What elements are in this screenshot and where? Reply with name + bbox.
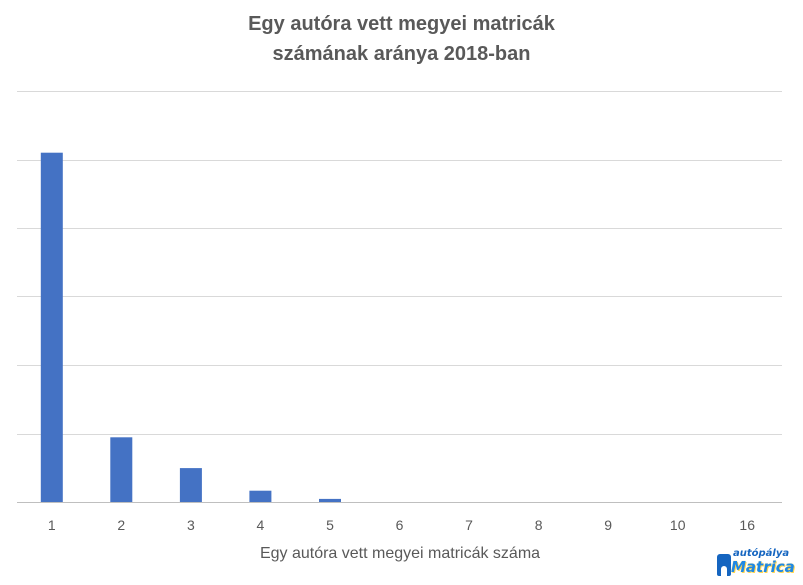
x-tick-label: 9 xyxy=(604,517,612,533)
x-tick-label: 4 xyxy=(257,517,265,533)
bar-5 xyxy=(319,498,341,502)
x-tick-label: 10 xyxy=(670,517,686,533)
x-tick-label: 16 xyxy=(739,517,755,533)
x-tick-label: 5 xyxy=(326,517,334,533)
x-tick-label: 6 xyxy=(396,517,404,533)
bar-1 xyxy=(40,152,63,502)
logo-main-word: Matrica xyxy=(731,558,795,576)
bar-2 xyxy=(110,437,133,502)
bars xyxy=(40,152,341,502)
chart-title-line-1: Egy autóra vett megyei matricák xyxy=(248,13,555,35)
bar-3 xyxy=(179,468,202,502)
autopalya-matrica-logo: autópálya Matrica xyxy=(717,548,795,578)
bar-4 xyxy=(249,490,272,502)
x-tick-label: 8 xyxy=(535,517,543,533)
x-tick-label: 7 xyxy=(465,517,473,533)
logo-top-word: autópálya xyxy=(733,548,790,559)
chart-title-line-2: számának aránya 2018-ban xyxy=(272,43,531,65)
x-axis-label: Egy autóra vett megyei matricák száma xyxy=(260,545,540,562)
x-tick-labels: 1 2 3 4 5 6 7 8 9 10 16 xyxy=(48,517,755,533)
gridlines xyxy=(17,91,782,503)
x-tick-label: 2 xyxy=(117,517,125,533)
road-sign-icon xyxy=(717,554,731,576)
x-tick-label: 1 xyxy=(48,517,56,533)
x-tick-label: 3 xyxy=(187,517,195,533)
